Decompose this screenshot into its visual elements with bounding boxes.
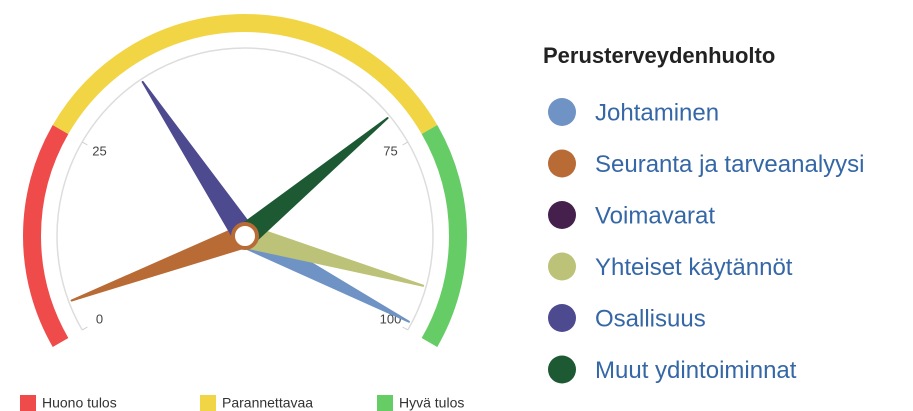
inner-arc xyxy=(56,47,434,331)
tick-label: 0 xyxy=(96,311,103,326)
band xyxy=(52,14,438,135)
needle xyxy=(70,224,250,302)
legend-marker xyxy=(548,201,576,229)
band-legend-label: Parannettavaa xyxy=(222,395,313,411)
chart-title: Perusterveydenhuolto xyxy=(543,43,775,68)
band-legend-label: Huono tulos xyxy=(42,395,117,411)
legend-label: Osallisuus xyxy=(595,305,706,332)
band-legend-marker xyxy=(377,395,393,411)
legend-label: Yhteiset käytännöt xyxy=(595,254,793,281)
legend-marker xyxy=(548,304,576,332)
tick-mark xyxy=(402,326,409,331)
legend-label: Seuranta ja tarveanalyysi xyxy=(595,151,864,178)
tick-label: 25 xyxy=(92,143,106,158)
legend-label: Muut ydintoiminnat xyxy=(595,357,797,384)
band-legend-marker xyxy=(200,395,216,411)
tick-label: 75 xyxy=(383,143,397,158)
legend-marker xyxy=(548,149,576,178)
band-legend-marker xyxy=(20,395,36,411)
tick-mark xyxy=(81,326,88,331)
tick-mark xyxy=(81,141,88,146)
legend-label: Voimavarat xyxy=(595,202,715,229)
legend-marker xyxy=(548,252,576,281)
tick-mark xyxy=(402,141,409,146)
needle xyxy=(141,80,256,244)
needle-hub xyxy=(231,222,259,250)
band xyxy=(23,125,69,347)
needle xyxy=(236,117,389,246)
band-legend-label: Hyvä tulos xyxy=(399,395,464,411)
legend-marker xyxy=(548,355,576,384)
band xyxy=(421,125,467,347)
legend-label: Johtaminen xyxy=(595,99,719,126)
legend-marker xyxy=(548,98,576,126)
